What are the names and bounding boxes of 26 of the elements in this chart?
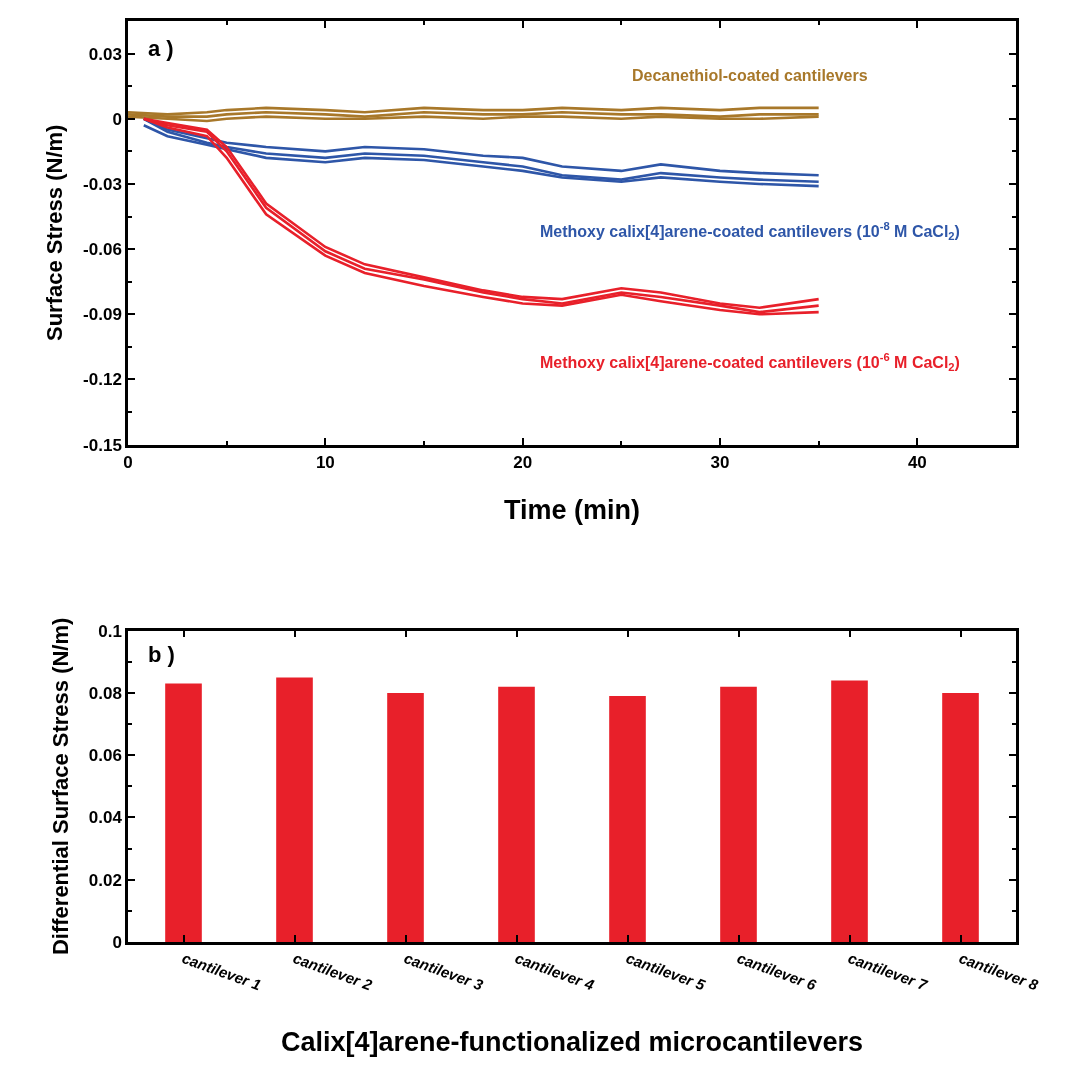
annotation: b ) xyxy=(148,642,175,667)
y-tick-label: -0.06 xyxy=(83,240,122,260)
text: Methoxy calix[4]arene-coated cantilevers (10$^{-8}$ M CaCl$_{2}$) xyxy=(540,220,960,243)
annotation: a ) xyxy=(148,36,174,61)
y-tick-label: 0 xyxy=(112,109,122,129)
y-tick-label: 0.03 xyxy=(88,44,122,64)
x-tick-label: 40 xyxy=(907,452,927,472)
x-axis-title: Calix[4]arene-functionalized microcantilevers xyxy=(280,1026,864,1057)
series-label: Decanethiol-coated cantilevers xyxy=(632,67,868,84)
y-axis-title: Surface Stress (N/m) xyxy=(41,124,67,342)
y-tick-label: -0.09 xyxy=(83,305,122,325)
y-axis-title: Differential Surface Stress (N/m) xyxy=(47,617,73,956)
y-tick-label: 0.06 xyxy=(88,746,122,766)
x-tick-label: 20 xyxy=(513,452,533,472)
y-tick-label: -0.03 xyxy=(83,174,122,194)
x-tick-label: 30 xyxy=(710,452,730,472)
y-tick-label: 0.04 xyxy=(88,808,123,828)
y-tick-label: 0 xyxy=(112,932,122,952)
x-tick-label: 10 xyxy=(315,452,335,472)
x-axis-title: Time (min) xyxy=(503,495,641,526)
y-tick-label: -0.12 xyxy=(83,370,122,390)
text: Methoxy calix[4]arene-coated cantilevers (10$^{-6}$ M CaCl$_{2}$) xyxy=(540,351,960,374)
y-tick-label: -0.15 xyxy=(83,435,122,455)
y-tick-label: 0.1 xyxy=(98,621,122,641)
y-tick-label: 0.02 xyxy=(88,870,122,890)
y-tick-label: 0.08 xyxy=(88,683,122,703)
